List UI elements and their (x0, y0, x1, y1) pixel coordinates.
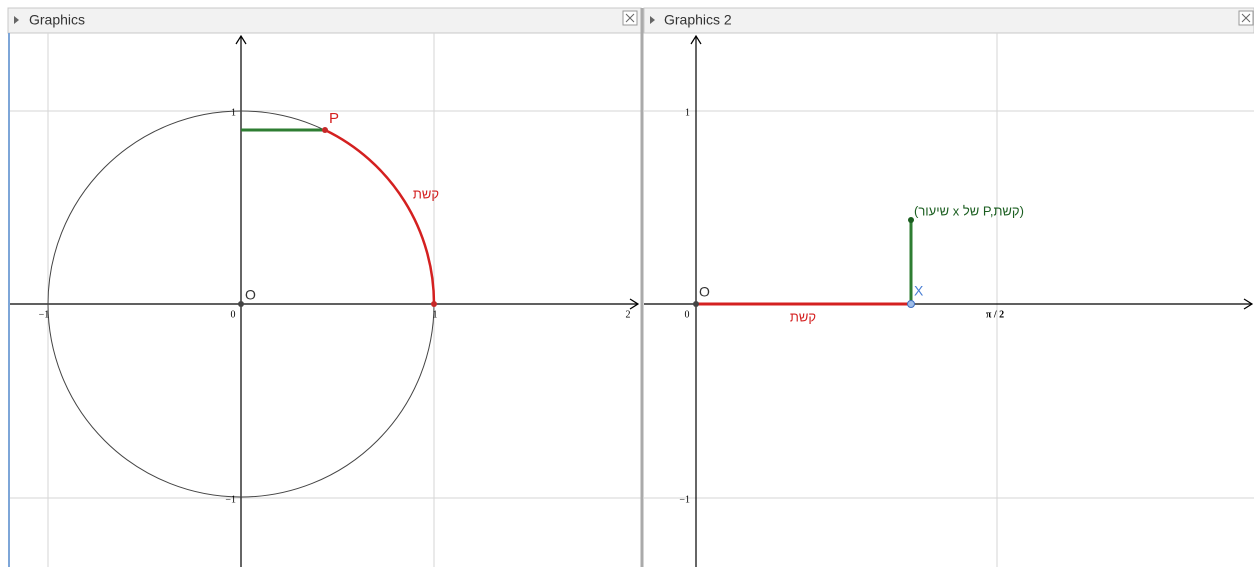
origin-point (238, 301, 244, 307)
close-button[interactable] (1238, 10, 1254, 26)
y-tick-label: 1 (685, 107, 690, 118)
x-tick-label: 2 (626, 309, 631, 320)
y-tick-label: 1 (231, 107, 236, 118)
collapse-toggle[interactable] (14, 16, 19, 24)
point (431, 301, 437, 307)
grid (644, 33, 1254, 567)
y-tick-label: −1 (225, 494, 236, 505)
graphics-panel: Graphics −1 0 1 2 1 −1 P (7, 7, 642, 567)
graphics-2-panel: Graphics 2 0 π / 2 1 −1 O X קשת (שי (643, 7, 1254, 567)
y-tick-label: −1 (679, 494, 690, 505)
point-label: (שיעור x של P,קשת) (914, 203, 1024, 218)
point-x[interactable] (907, 300, 915, 308)
point-p (322, 127, 328, 133)
x-tick-label: 0 (685, 309, 690, 320)
panel-header (643, 7, 1254, 34)
origin-label: O (245, 287, 256, 303)
point-label: P (329, 110, 339, 127)
panel-header (7, 7, 642, 34)
point (908, 217, 914, 223)
x-tick-label: 0 (231, 309, 236, 320)
x-tick-label: −1 (39, 309, 50, 320)
x-tick-label: π / 2 (986, 309, 1004, 320)
x-tick-label: 1 (433, 309, 438, 320)
origin-label: O (699, 284, 710, 300)
point-label: X (914, 283, 924, 299)
panel-title: Graphics (29, 12, 85, 28)
arc-label: קשת (413, 186, 439, 201)
collapse-toggle[interactable] (650, 16, 655, 24)
arc (324, 128, 436, 305)
segment-label: קשת (790, 309, 816, 324)
origin-point (693, 301, 699, 307)
panel-title: Graphics 2 (664, 12, 732, 28)
close-button[interactable] (622, 10, 638, 26)
